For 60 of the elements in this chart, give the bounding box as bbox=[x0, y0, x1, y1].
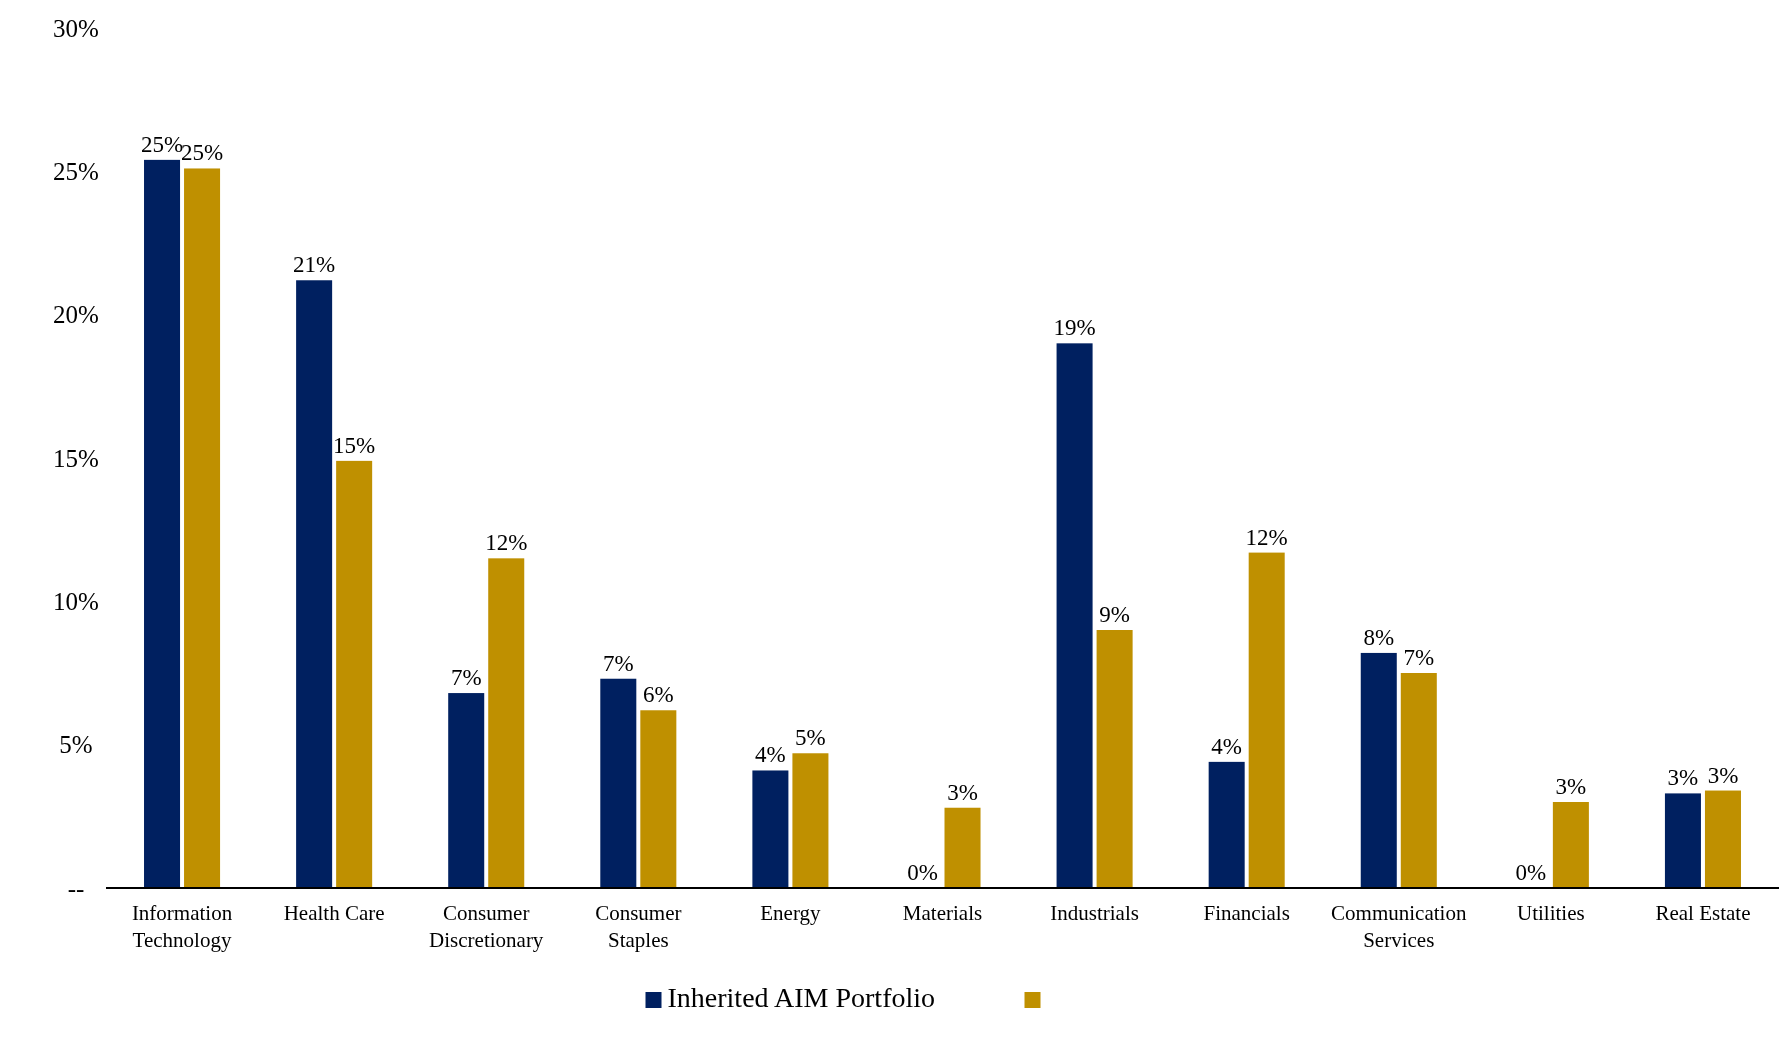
data-label: 0% bbox=[907, 860, 938, 885]
bar bbox=[184, 168, 221, 888]
x-tick-label: Information Technology bbox=[131, 901, 233, 952]
y-tick-label: 10% bbox=[53, 588, 99, 616]
bar bbox=[1552, 802, 1589, 888]
data-label: 12% bbox=[1245, 524, 1288, 550]
legend-label: Inherited AIM Portfolio bbox=[667, 982, 936, 1013]
y-tick-label: -- bbox=[67, 874, 85, 902]
x-tick-label: Industrials bbox=[1050, 901, 1139, 925]
bar bbox=[1360, 652, 1397, 888]
x-tick-label: Financials bbox=[1203, 901, 1290, 925]
y-tick-label: 20% bbox=[53, 301, 99, 329]
x-tick-label: Utilities bbox=[1517, 901, 1585, 925]
data-label: 7% bbox=[1403, 645, 1435, 670]
bar bbox=[1704, 790, 1741, 888]
data-label: 9% bbox=[1099, 602, 1130, 627]
x-tick-label: Energy bbox=[760, 901, 822, 925]
bar bbox=[1248, 552, 1285, 888]
data-label: 3% bbox=[1667, 765, 1699, 791]
bar bbox=[144, 159, 181, 888]
bar bbox=[488, 558, 525, 888]
data-label: 5% bbox=[795, 725, 826, 751]
data-label: 19% bbox=[1053, 315, 1096, 341]
bar bbox=[1664, 793, 1701, 888]
y-tick-label: 30% bbox=[53, 14, 99, 42]
data-label: 21% bbox=[293, 252, 336, 278]
data-label: 15% bbox=[333, 432, 376, 458]
y-tick-label: 25% bbox=[53, 158, 99, 186]
bar bbox=[1400, 673, 1437, 888]
data-label: 4% bbox=[1211, 733, 1243, 759]
x-tick-label: Communication Services bbox=[1331, 901, 1467, 952]
data-label: 7% bbox=[602, 650, 634, 676]
bar bbox=[752, 770, 789, 888]
x-tick-label: Real Estate bbox=[1655, 901, 1751, 925]
bar bbox=[792, 753, 829, 888]
bar bbox=[640, 710, 677, 888]
bar bbox=[336, 460, 373, 888]
x-tick-label: Consumer Discretionary bbox=[429, 901, 544, 952]
data-label: 25% bbox=[140, 131, 184, 157]
bar bbox=[600, 678, 637, 888]
bar bbox=[1096, 630, 1133, 888]
data-label: 3% bbox=[1707, 762, 1739, 788]
data-label: 3% bbox=[1555, 774, 1587, 799]
y-tick-label: 15% bbox=[53, 444, 99, 472]
bar bbox=[296, 280, 333, 888]
data-label: 8% bbox=[1363, 624, 1395, 650]
x-tick-label: Health Care bbox=[283, 901, 385, 925]
data-label: 0% bbox=[1515, 860, 1547, 885]
data-label: 12% bbox=[485, 530, 528, 556]
x-tick-label: Consumer Staples bbox=[595, 901, 682, 952]
bar bbox=[1056, 343, 1093, 888]
bar bbox=[944, 807, 981, 888]
data-label: 6% bbox=[642, 682, 674, 708]
data-label: 4% bbox=[755, 742, 786, 768]
y-tick-label: 5% bbox=[59, 731, 93, 759]
bar bbox=[448, 693, 485, 888]
bar bbox=[1208, 761, 1245, 888]
data-label: 3% bbox=[947, 779, 978, 805]
data-label: 7% bbox=[450, 665, 482, 691]
x-tick-label: Materials bbox=[902, 901, 983, 925]
